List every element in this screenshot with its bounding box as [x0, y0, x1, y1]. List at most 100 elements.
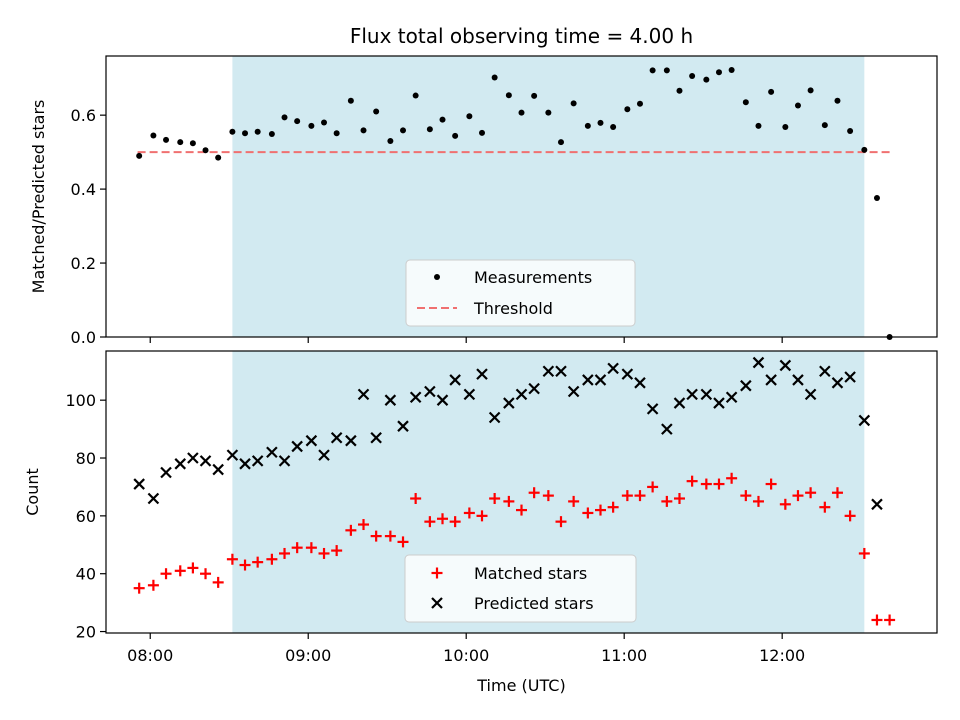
matched-star-point	[647, 481, 659, 493]
chart-title: Flux total observing time = 4.00 h	[350, 24, 693, 48]
matched-star-point	[424, 516, 436, 528]
matched-star-point	[305, 542, 317, 554]
measurement-point	[782, 123, 789, 130]
measurement-point	[821, 122, 828, 129]
x-tick-label: 08:00	[127, 646, 173, 665]
predicted-star-point	[278, 455, 291, 467]
measurement-point	[807, 87, 814, 94]
matched-star-point	[449, 516, 461, 528]
measurement-point	[703, 76, 710, 83]
matched-star-point	[661, 495, 673, 507]
predicted-star-point	[831, 377, 844, 389]
predicted-star-point	[488, 411, 501, 424]
predicted-star-point	[384, 394, 397, 406]
predicted-star-point	[779, 359, 792, 372]
measurement-point	[557, 139, 564, 146]
count-legend-box	[404, 554, 637, 623]
measurement-point	[321, 119, 328, 126]
ratio-y-ticks: 0.0 0.2 0.4 0.6	[71, 106, 106, 347]
matched-star-point	[174, 565, 186, 577]
measurement-point	[294, 118, 301, 125]
y-tick-label: 0.4	[71, 180, 96, 199]
y-tick-label: 100	[65, 391, 96, 410]
matched-star-point	[489, 493, 501, 505]
legend-measurements-label: Measurements	[474, 268, 592, 287]
measurement-point	[663, 67, 670, 74]
predicted-star-point	[239, 458, 251, 470]
predicted-star-point	[528, 382, 540, 395]
count-legend: Matched stars Predicted stars	[404, 554, 637, 623]
matched-star-point	[542, 490, 554, 502]
matched-star-point	[700, 478, 712, 490]
measurement-point	[505, 92, 512, 99]
matched-star-point	[516, 504, 527, 516]
measurement-point	[676, 87, 683, 94]
matched-star-point	[765, 478, 777, 490]
predicted-star-point	[594, 374, 607, 386]
predicted-star-point	[740, 379, 752, 392]
predicted-star-point	[673, 397, 686, 409]
predicted-star-point	[752, 356, 765, 369]
measurement-point	[150, 132, 157, 139]
predicted-star-point	[147, 492, 160, 505]
predicted-stars-points	[133, 356, 883, 511]
legend-x-glyph	[431, 597, 443, 609]
matched-star-point	[607, 501, 619, 513]
y-tick-label: 0.2	[71, 254, 96, 273]
matched-star-point	[844, 510, 856, 522]
predicted-star-point	[133, 478, 145, 490]
matched-star-point	[594, 504, 606, 516]
measurement-point	[597, 119, 604, 126]
measurement-point	[728, 67, 735, 74]
y-tick-label: 20	[76, 623, 96, 642]
legend-threshold-label: Threshold	[473, 299, 553, 318]
measurement-points	[136, 67, 893, 340]
predicted-star-point	[251, 455, 264, 467]
predicted-star-point	[330, 431, 343, 444]
measurement-point	[426, 126, 433, 133]
matched-star-point	[200, 568, 212, 580]
measurement-point	[308, 122, 315, 129]
predicted-star-point	[567, 385, 580, 398]
y-tick-label: 0.6	[71, 106, 96, 125]
x-tick-label: 09:00	[285, 646, 331, 665]
count-y-axis-label: Count	[23, 468, 42, 516]
measurement-point	[742, 99, 749, 106]
matched-star-point	[160, 568, 172, 580]
legend-predicted-marker	[431, 597, 443, 609]
matched-star-point	[410, 493, 422, 505]
measurement-point	[689, 72, 696, 79]
measurement-point	[136, 152, 143, 159]
y-tick-label: 40	[76, 565, 96, 584]
matched-star-point	[792, 490, 804, 502]
measurement-point	[373, 108, 380, 115]
measurement-point	[229, 128, 236, 135]
x-tick-label: 12:00	[759, 646, 805, 665]
matched-star-point	[582, 507, 594, 519]
predicted-star-point	[858, 414, 871, 427]
predicted-star-point	[199, 455, 212, 467]
predicted-star-point	[700, 388, 713, 401]
measurement-point	[861, 146, 868, 153]
matched-star-point	[318, 547, 330, 559]
predicted-star-point	[318, 449, 330, 461]
measurement-point	[794, 102, 801, 109]
matched-star-point	[779, 498, 791, 510]
ratio-x-ticks	[149, 337, 783, 343]
y-tick-label: 80	[76, 449, 96, 468]
matched-star-point	[819, 501, 831, 513]
measurement-point	[847, 128, 854, 135]
measurement-point	[649, 67, 656, 74]
measurement-point	[281, 114, 288, 121]
predicted-star-point	[397, 420, 409, 432]
matched-star-point	[713, 478, 725, 490]
ratio-axes-frame	[105, 55, 938, 338]
predicted-star-point	[212, 463, 224, 476]
ratio-legend: Measurements Threshold	[405, 259, 636, 327]
measurement-point	[387, 138, 394, 145]
matched-star-point	[291, 542, 303, 554]
matched-star-point	[226, 553, 238, 565]
measurement-point	[715, 69, 722, 76]
predicted-star-point	[370, 431, 382, 444]
